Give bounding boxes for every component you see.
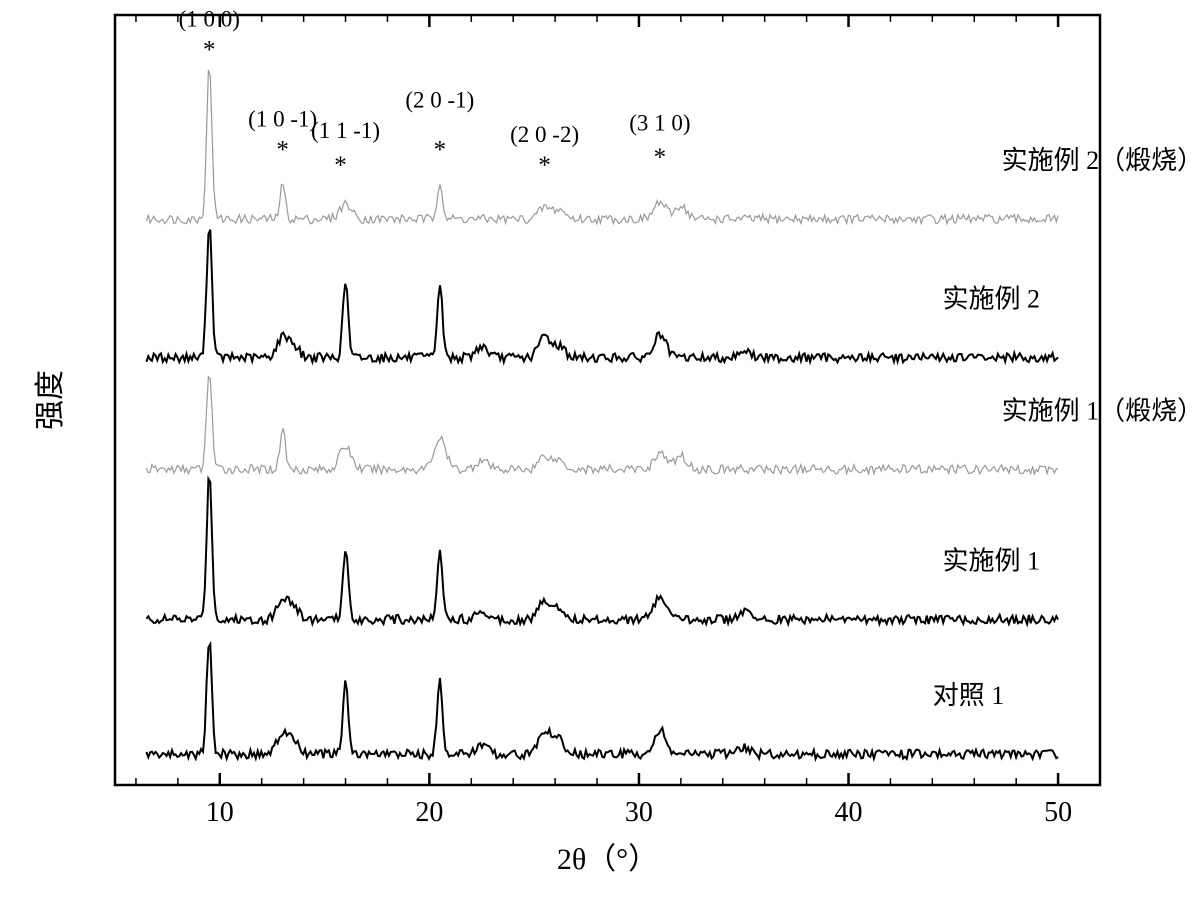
xrd-chart: 10 20 30 40 50 2θ（°） 强度 实施例 2（煅烧） 实施例 2 实施例 1（煅烧）… [0,0,1199,898]
svg-text:10: 10 [206,797,234,828]
peak-star: * [334,152,347,179]
peak-star: * [538,152,551,179]
svg-text:30: 30 [625,797,653,828]
peak-star: * [434,136,447,163]
peak-star: * [203,36,216,63]
svg-text:20: 20 [415,797,443,828]
peak-star: * [276,136,289,163]
trace-label: 实施例 1（煅烧） [1002,396,1199,425]
trace-label: 实施例 2（煅烧） [1002,146,1199,175]
svg-text:50: 50 [1044,797,1072,828]
chart-svg: 10 20 30 40 50 2θ（°） 强度 实施例 2（煅烧） 实施例 2 实施例 1（煅烧）… [0,0,1199,898]
peak-annotation: (2 0 -2) [510,122,579,147]
peak-annotation: (2 0 -1) [405,87,474,112]
trace-label: 实施例 2 [943,285,1041,314]
peak-annotation: (3 1 0) [629,111,690,136]
peak-annotation: (1 1 -1) [311,118,380,143]
peak-annotation: (1 0 -1) [248,107,317,132]
trace-label: 对照 1 [933,681,1005,710]
peak-star: * [654,144,667,171]
trace-label: 实施例 1 [943,546,1041,575]
svg-text:40: 40 [835,797,863,828]
svg-text:强度: 强度 [34,370,67,430]
peak-annotation: (1 0 0) [179,7,240,32]
svg-text:2θ（°）: 2θ（°） [557,843,658,876]
